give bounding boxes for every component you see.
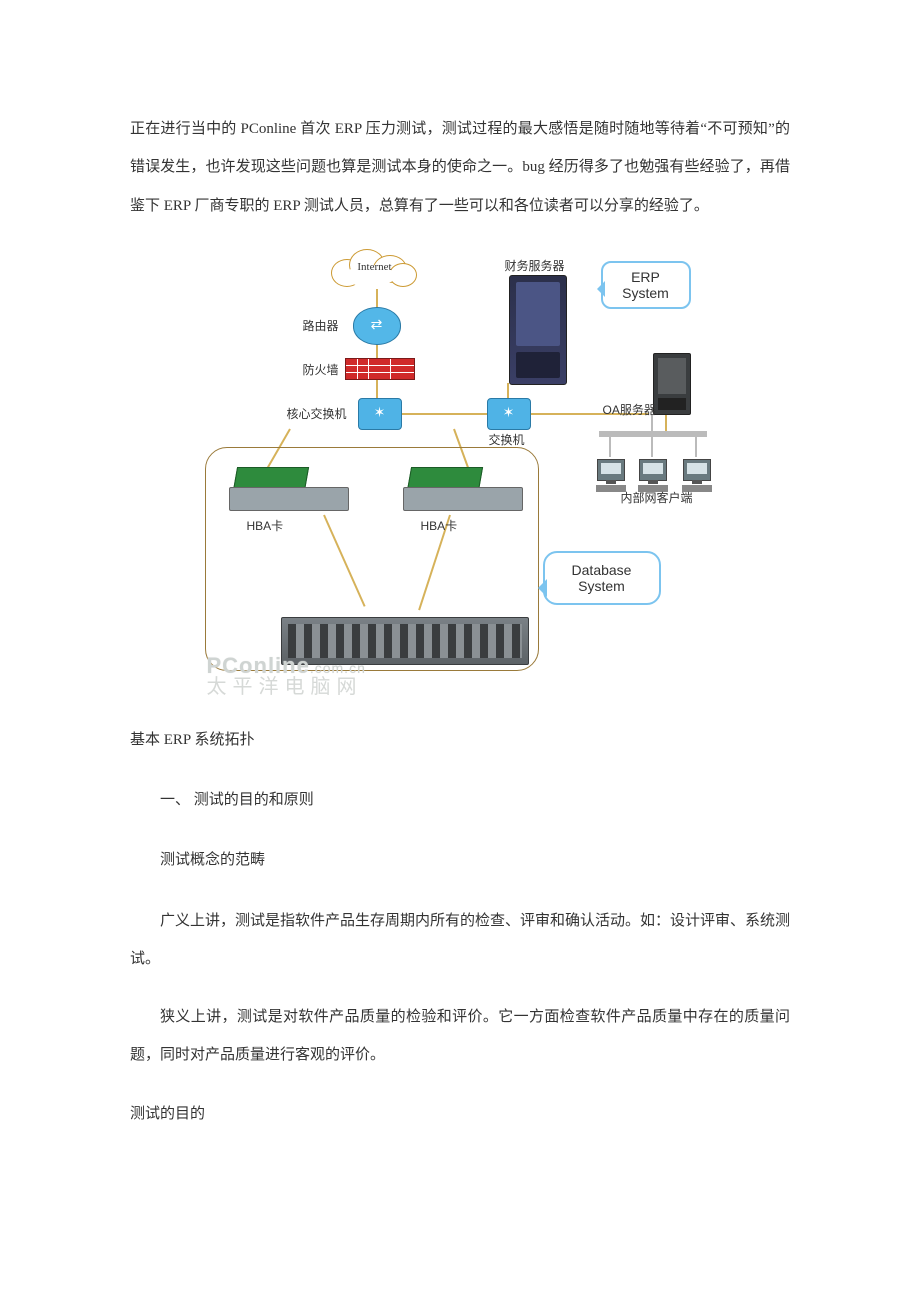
firewall-label: 防火墙: [303, 361, 339, 378]
internet-cloud-icon: Internet: [331, 247, 419, 291]
switch-label: 交换机: [489, 431, 525, 448]
hba1-label: HBA卡: [247, 517, 284, 534]
section-2-heading: 测试的目的: [130, 1095, 790, 1133]
finance-server-icon: [509, 275, 567, 385]
database-system-callout: Database System: [543, 551, 661, 605]
link-cloud-router: [376, 289, 378, 309]
section-1-heading: 一、 测试的目的和原则: [130, 781, 790, 819]
hba-server-icon: [229, 467, 349, 511]
link-firewall-coreswitch: [376, 379, 378, 399]
finance-server-label: 财务服务器: [505, 257, 565, 274]
router-icon: ⇄: [353, 307, 401, 345]
diagram-wrap: Internet ⇄ 路由器 防火墙 核心交换机 交换机 财务服务器 ERP S…: [130, 245, 790, 693]
hba2-label: HBA卡: [421, 517, 458, 534]
storage-array-icon: [281, 617, 529, 665]
page: 正在进行当中的 PConline 首次 ERP 压力测试，测试过程的最大感悟是随…: [0, 0, 920, 1223]
router-label: 路由器: [303, 317, 339, 334]
link-switch-oa-v: [665, 413, 667, 433]
hba-server-icon: [403, 467, 523, 511]
link-coreswitch-switch: [401, 413, 487, 415]
diagram-caption: 基本 ERP 系统拓扑: [130, 721, 790, 759]
switch-icon: [487, 398, 531, 430]
erp-system-callout: ERP System: [601, 261, 691, 309]
section-1-subheading: 测试概念的范畴: [130, 841, 790, 879]
link-router-firewall: [376, 343, 378, 359]
core-switch-label: 核心交换机: [287, 405, 347, 422]
clients-label: 内部网客户端: [621, 489, 693, 506]
oa-server-label: OA服务器: [603, 401, 656, 418]
client-pc-icon: [597, 459, 625, 481]
erp-topology-diagram: Internet ⇄ 路由器 防火墙 核心交换机 交换机 财务服务器 ERP S…: [203, 245, 718, 693]
client-pc-icon: [639, 459, 667, 481]
watermark-cn: 太平洋电脑网: [207, 670, 363, 699]
intro-paragraph: 正在进行当中的 PConline 首次 ERP 压力测试，测试过程的最大感悟是随…: [130, 110, 790, 225]
client-pc-icon: [683, 459, 711, 481]
narrow-definition-paragraph: 狭义上讲，测试是对软件产品质量的检验和评价。它一方面检查软件产品质量中存在的质量…: [130, 998, 790, 1075]
oa-server-icon: [653, 353, 691, 415]
firewall-icon: [345, 358, 415, 380]
core-switch-icon: [358, 398, 402, 430]
broad-definition-paragraph: 广义上讲，测试是指软件产品生存周期内所有的检查、评审和确认活动。如：设计评审、系…: [130, 902, 790, 979]
lan-hub-icon: [599, 431, 707, 437]
internet-label: Internet: [331, 261, 419, 273]
